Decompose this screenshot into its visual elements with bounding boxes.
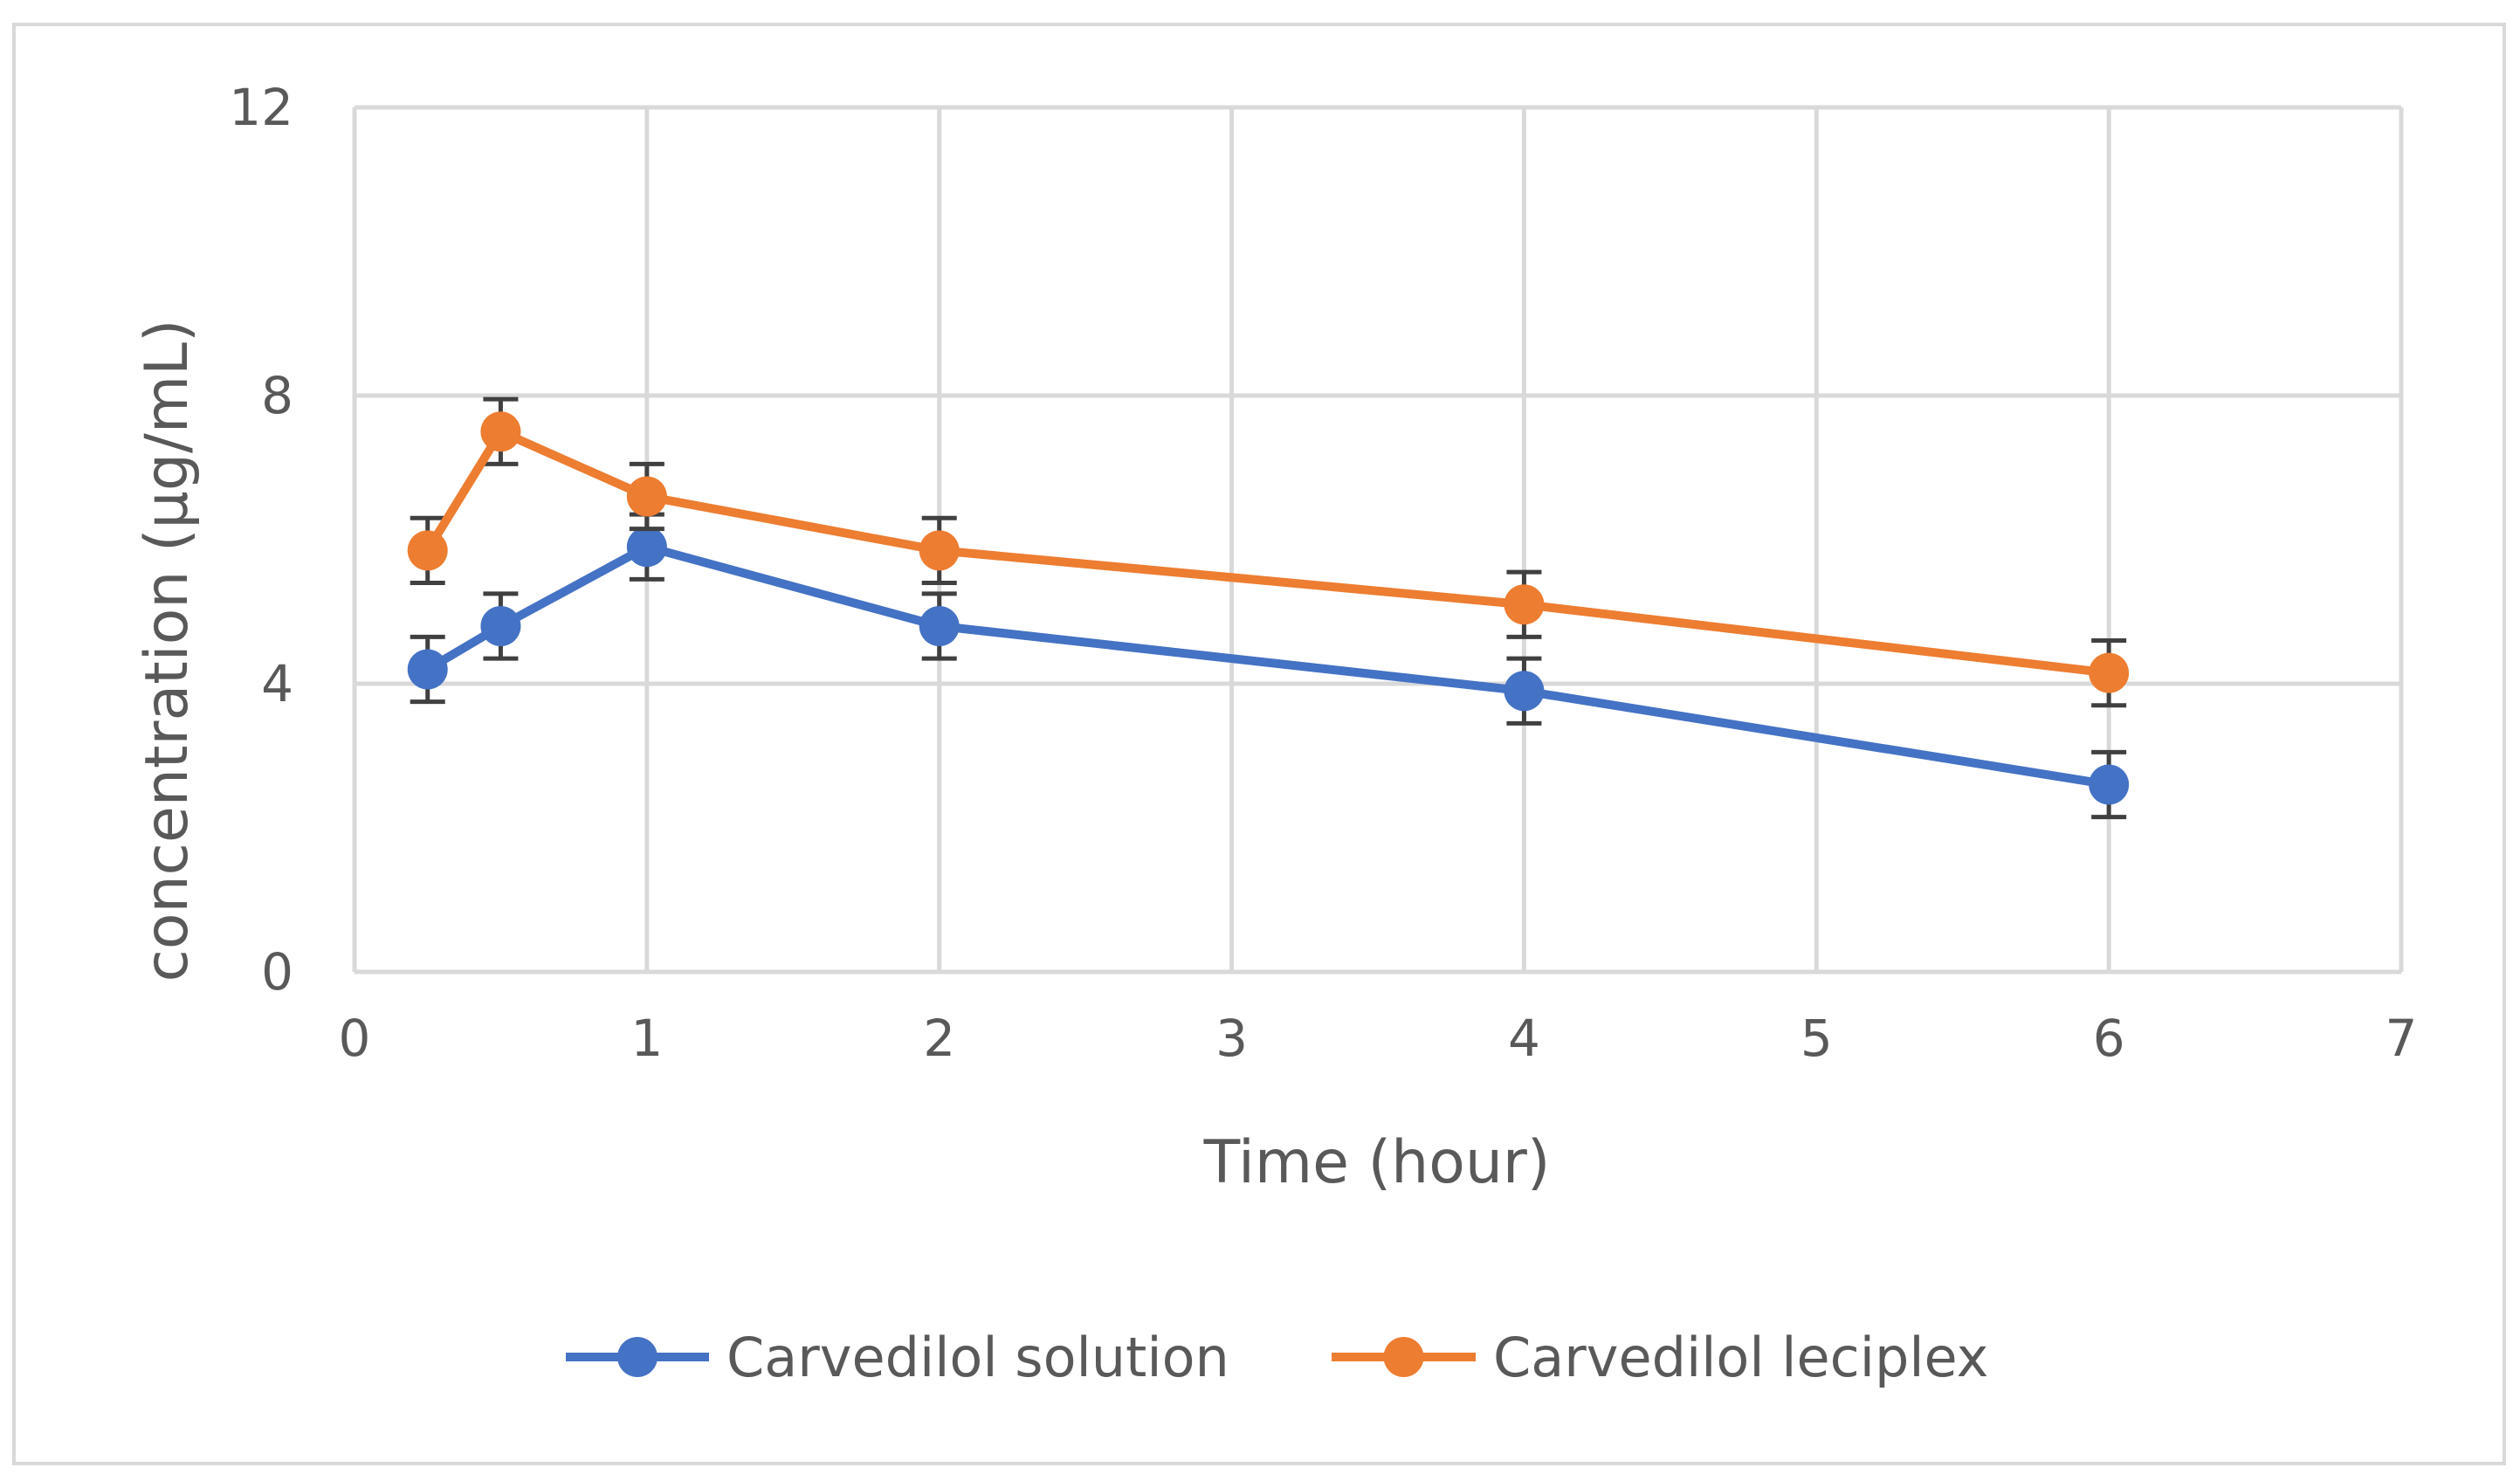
series-layer [407,396,2130,820]
legend-label: Carvedilol leciplex [1493,1326,1988,1389]
chart-frame [12,23,2506,1465]
legend-item-2: Carvedilol leciplex [1332,1326,1988,1389]
x-axis-title: Time (hour) [1203,1128,1551,1197]
y-tick-label-8: 8 [261,366,293,425]
data-point [480,606,521,646]
data-point [1504,584,1545,625]
grid-layer [352,105,2404,975]
legend-swatch-marker [617,1337,658,1377]
data-point [919,606,960,646]
x-tick-label-2: 2 [923,1009,955,1068]
x-tick-label-4: 4 [1508,1009,1540,1068]
data-point [626,476,667,517]
x-tick-label-6: 6 [2093,1009,2125,1068]
data-point [626,527,667,568]
data-point [2089,652,2130,693]
y-axis-title: concentration (µg/mL) [133,319,202,982]
data-point [1504,671,1545,712]
series-line [423,427,2110,678]
y-tick-label-12: 12 [229,78,293,137]
data-point [480,411,521,452]
legend-item-1: Carvedilol solution [566,1326,1229,1389]
x-tick-label-0: 0 [339,1009,371,1068]
data-point [407,530,448,571]
data-point [919,530,960,571]
x-tick-label-7: 7 [2386,1009,2418,1068]
legend-swatch-marker [1383,1337,1424,1377]
data-point [407,649,448,690]
x-tick-label-3: 3 [1215,1009,1248,1068]
legend-label: Carvedilol solution [726,1326,1229,1389]
x-tick-label-1: 1 [630,1009,663,1068]
series-2 [407,396,2130,708]
data-point [2089,764,2130,805]
series-1 [407,512,2130,820]
legend: Carvedilol solution Carvedilol leciplex [566,1326,1988,1389]
y-tick-label-0: 0 [261,942,293,1002]
y-tick-label-4: 4 [261,654,293,713]
x-tick-label-5: 5 [1800,1009,1833,1068]
